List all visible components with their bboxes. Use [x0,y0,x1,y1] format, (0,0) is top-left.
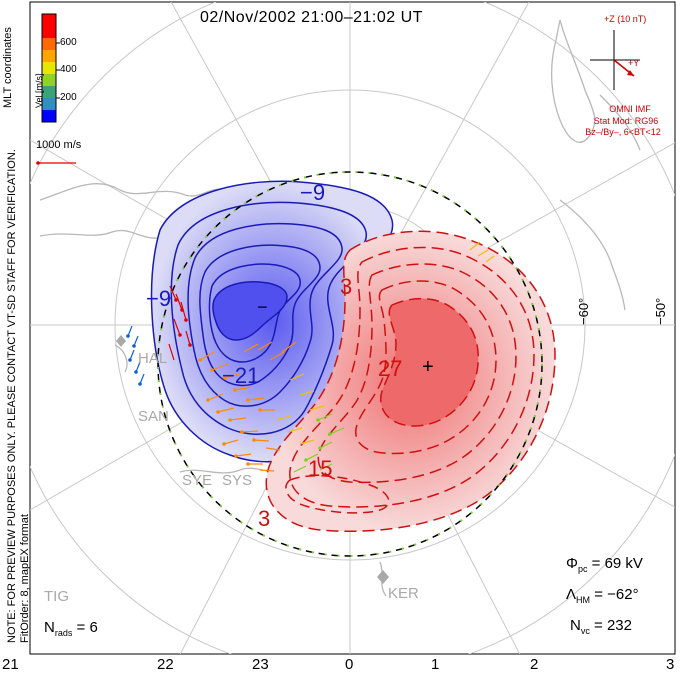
imf-stat-mod: Stat Mod: RG96 [593,116,659,126]
vector-scale-label: 1000 m/s [36,139,82,151]
mlt-label-23: 23 [252,656,269,673]
mlt-label-21: 21 [2,656,19,673]
contour-label-neg9-left: −9 [146,286,171,311]
site-label-hal: HAL [138,350,168,367]
contour-label-3-bottom: 3 [258,506,270,531]
site-label-ker: KER [388,585,419,602]
contour-label-max: + [422,356,434,378]
velocity-colorbar [41,13,60,123]
colorbar-tick-600: 600 [60,37,77,48]
coordinates-label: MLT coordinates [2,27,14,108]
colorbar-tick-400: 400 [60,64,77,75]
radar-site-markers [116,335,389,584]
imf-bz-label: +Z (10 nT) [604,14,647,24]
fit-order-text: FitOrder: 8, mapEX format [18,514,31,643]
coastlines [39,19,641,597]
hm-boundary-latitude: ΛHM = −62° [566,586,639,605]
imf-clock-dial [590,30,640,90]
mlt-label-22: 22 [157,656,174,673]
map-title: 02/Nov/2002 21:00–21:02 UT [200,9,423,26]
site-label-sys: SYS [222,472,253,489]
cross-polar-cap-potential: Φpc = 69 kV [566,555,643,574]
velocity-vectors [127,241,495,473]
contour-label-15: 15 [308,456,332,481]
mlt-label-3: 3 [666,656,675,673]
vector-scale-bar [36,161,76,165]
site-label-san: SAN [138,408,169,425]
site-label-tig: TIG [44,588,69,605]
imf-by-label: +Y [628,58,640,68]
heppner-maynard-boundary-dots [157,171,543,557]
latitude-label-50: −50° [653,297,668,325]
contour-label-neg9-top: −9 [300,180,325,205]
positive-potential-cell [265,230,556,532]
latitude-label-60: −60° [576,297,591,325]
contour-label-3-top: 3 [340,274,352,299]
radar-count: Nrads = 6 [44,619,98,638]
colorbar-tick-200: 200 [60,92,77,103]
mlt-label-2: 2 [530,656,539,673]
vector-origins [126,298,332,466]
contour-label-min: − [257,297,268,317]
vector-count: Nvc = 232 [570,617,632,636]
imf-condition: Bz–/By–, 6<BT<12 [585,127,661,137]
contour-label-neg21: −21 [222,363,259,388]
mlt-label-0: 0 [345,656,354,673]
imf-source: OMNI IMF [609,104,651,114]
colorbar-label: Vel [m/s] [34,73,44,108]
site-label-sye: SYE [182,472,213,489]
mlt-label-1: 1 [431,656,440,673]
contour-label-27: 27 [378,356,402,381]
